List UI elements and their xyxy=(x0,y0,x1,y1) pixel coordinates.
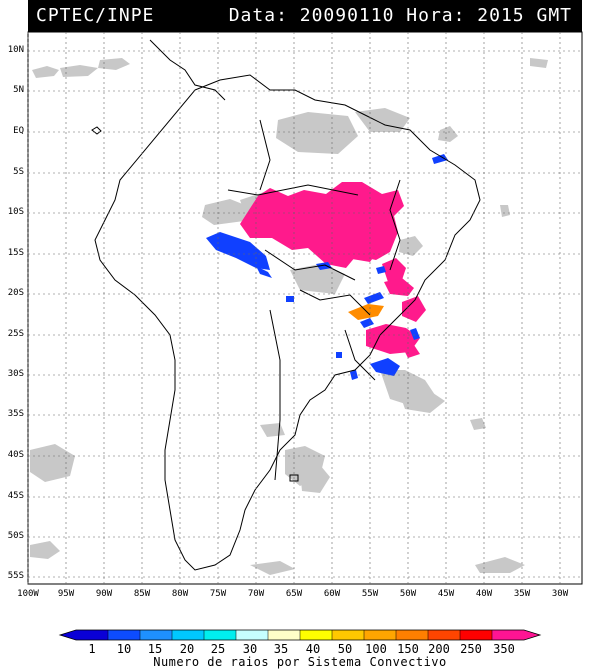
lat-label: 20S xyxy=(7,288,24,298)
lon-label: 70W xyxy=(247,589,265,599)
colorbar-min-arrow xyxy=(60,630,76,640)
colorbar-label: 1 xyxy=(88,642,96,656)
colorbar-label: 250 xyxy=(460,642,482,656)
source-label: CPTEC/INPE xyxy=(36,5,155,26)
lat-label: 35S xyxy=(7,409,24,419)
blue-systems xyxy=(206,154,448,380)
lat-label: 40S xyxy=(7,450,24,460)
colorbar-label: 20 xyxy=(179,642,195,656)
lat-label: 10N xyxy=(7,45,24,55)
lat-label: 30S xyxy=(7,369,24,379)
colorbar-max-arrow xyxy=(524,630,540,640)
colorbar-label: 350 xyxy=(493,642,515,656)
lat-label: 55S xyxy=(7,571,24,581)
colorbar-label: 200 xyxy=(428,642,450,656)
lat-label: 10S xyxy=(7,207,24,217)
colorbar-swatch xyxy=(172,630,205,640)
colorbar-label: 50 xyxy=(337,642,353,656)
colorbar-swatch xyxy=(492,630,525,640)
lat-label: 5N xyxy=(13,85,24,95)
lon-label: 85W xyxy=(133,589,151,599)
colorbar-label: 150 xyxy=(397,642,419,656)
colorbar-swatch xyxy=(140,630,173,640)
colorbar-swatch xyxy=(268,630,301,640)
colorbar-swatch xyxy=(236,630,269,640)
lon-label: 75W xyxy=(209,589,227,599)
colorbar-label: 30 xyxy=(242,642,258,656)
lon-label: 90W xyxy=(95,589,113,599)
colorbar-title: Numero de raios por Sistema Convectivo xyxy=(153,655,447,669)
colorbar-swatch xyxy=(396,630,429,640)
colorbar-label: 40 xyxy=(305,642,321,656)
lat-label: 15S xyxy=(7,248,24,258)
graticule xyxy=(27,32,582,584)
lat-label: 25S xyxy=(7,329,24,339)
colorbar-swatch xyxy=(108,630,141,640)
colorbar-swatch xyxy=(76,630,109,640)
colorbar-swatch xyxy=(460,630,493,640)
datetime-label: Data: 20090110 Hora: 2015 GMT xyxy=(228,5,572,26)
lon-label: 55W xyxy=(361,589,379,599)
lon-label: 40W xyxy=(475,589,493,599)
lon-label: 65W xyxy=(285,589,303,599)
lon-label: 60W xyxy=(323,589,341,599)
lon-label: 50W xyxy=(399,589,417,599)
colorbar-swatch xyxy=(204,630,237,640)
lat-label: 5S xyxy=(13,167,24,177)
lat-label: EQ xyxy=(13,126,24,136)
title-bar: CPTEC/INPE Data: 20090110 Hora: 2015 GMT xyxy=(28,0,582,32)
lon-label: 95W xyxy=(57,589,75,599)
colorbar-swatch xyxy=(428,630,461,640)
lat-label: 50S xyxy=(7,531,24,541)
colorbar xyxy=(58,629,542,641)
colorbar-outline xyxy=(58,629,542,641)
cloud-cover xyxy=(30,58,548,575)
colorbar-label: 35 xyxy=(273,642,289,656)
colorbar-label: 25 xyxy=(210,642,226,656)
lon-label: 30W xyxy=(551,589,569,599)
lat-label: 45S xyxy=(7,491,24,501)
lon-label: 100W xyxy=(17,589,39,599)
lon-label: 80W xyxy=(171,589,189,599)
orange-system xyxy=(348,304,384,320)
colorbar-swatch xyxy=(332,630,365,640)
colorbar-label: 10 xyxy=(116,642,132,656)
colorbar-swatch xyxy=(364,630,397,640)
lon-label: 45W xyxy=(437,589,455,599)
colorbar-swatch xyxy=(300,630,333,640)
coastlines xyxy=(91,39,481,571)
colorbar-label: 100 xyxy=(365,642,387,656)
colorbar-label: 15 xyxy=(147,642,163,656)
lon-label: 35W xyxy=(513,589,531,599)
